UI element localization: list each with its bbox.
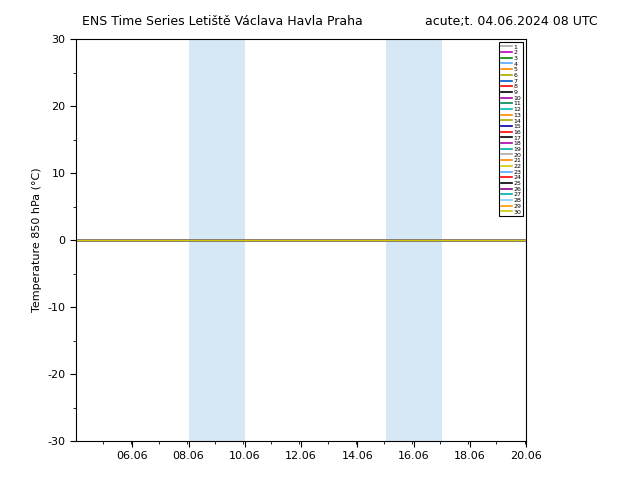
Bar [189,39,245,441]
Legend: 1, 2, 3, 4, 5, 6, 7, 8, 9, 10, 11, 12, 13, 14, 15, 16, 17, 18, 19, 20, 21, 22, 2: 1, 2, 3, 4, 5, 6, 7, 8, 9, 10, 11, 12, 1… [499,42,523,217]
Bar [385,39,442,441]
Y-axis label: Temperature 850 hPa (°C): Temperature 850 hPa (°C) [32,168,42,313]
Text: acute;t. 04.06.2024 08 UTC: acute;t. 04.06.2024 08 UTC [425,15,597,28]
Text: ENS Time Series Letiště Václava Havla Praha: ENS Time Series Letiště Václava Havla Pr… [82,15,363,28]
